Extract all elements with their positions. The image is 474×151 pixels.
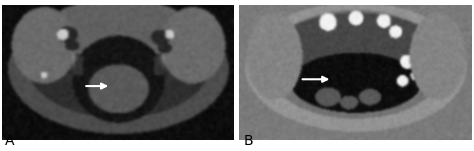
Text: B: B [243,134,253,148]
Text: A: A [5,134,14,148]
